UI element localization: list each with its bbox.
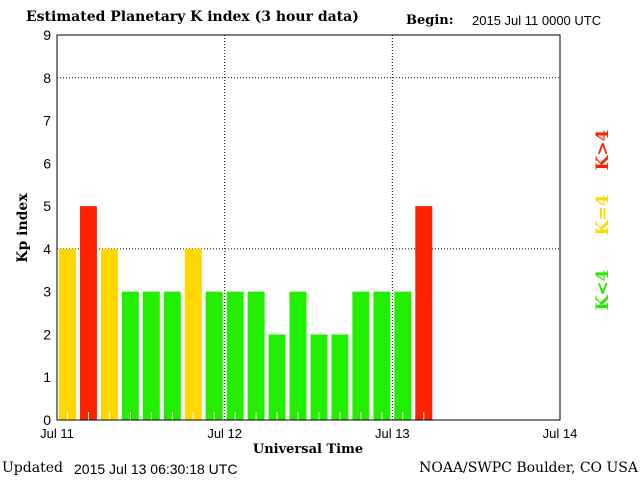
kp-bar: [226, 291, 244, 420]
x-axis-label: Universal Time: [253, 442, 363, 457]
kp-bar: [373, 291, 391, 420]
credit: NOAA/SWPC Boulder, CO USA: [419, 460, 638, 476]
chart-title: Estimated Planetary K index (3 hour data…: [26, 9, 359, 25]
x-tick-label: Jul 14: [543, 426, 578, 441]
kp-bar: [100, 248, 118, 420]
kp-bar: [289, 291, 307, 420]
begin-label: Begin:: [406, 13, 454, 28]
y-tick-label: 6: [43, 155, 51, 171]
kp-bar: [205, 291, 223, 420]
y-tick-label: 8: [43, 70, 51, 86]
x-tick-label: Jul 11: [40, 426, 74, 441]
y-tick-label: 0: [43, 412, 51, 428]
y-tick-label: 4: [43, 241, 51, 257]
kp-bar: [184, 248, 202, 420]
updated-label: Updated: [2, 460, 63, 476]
y-tick-label: 3: [43, 284, 51, 300]
kp-bar: [415, 206, 433, 420]
y-tick-label: 7: [43, 113, 51, 129]
x-tick-label: Jul 12: [207, 426, 242, 441]
kp-bar: [163, 291, 181, 420]
y-axis-label: Kp index: [15, 193, 31, 263]
y-tick-label: 9: [43, 27, 51, 43]
y-tick-label: 2: [43, 326, 51, 342]
y-tick-label: 1: [43, 369, 51, 385]
kp-bar: [268, 334, 286, 420]
kp-bar: [394, 291, 412, 420]
kp-bar: [121, 291, 139, 420]
updated-value: 2015 Jul 13 06:30:18 UTC: [74, 461, 238, 477]
legend-label: K<4: [593, 269, 613, 310]
legend-label: K>4: [593, 129, 613, 170]
kp-bar: [331, 334, 349, 420]
y-tick-label: 5: [43, 198, 51, 214]
kp-bar: [142, 291, 160, 420]
kp-bar: [310, 334, 328, 420]
kp-bar: [352, 291, 370, 420]
kp-bar: [247, 291, 265, 420]
kp-bar: [59, 248, 76, 420]
plot-frame: [56, 34, 561, 421]
legend-label: K=4: [593, 194, 613, 235]
x-tick-label: Jul 13: [375, 426, 410, 441]
begin-value: 2015 Jul 11 0000 UTC: [472, 13, 602, 28]
kp-bar: [79, 206, 97, 420]
